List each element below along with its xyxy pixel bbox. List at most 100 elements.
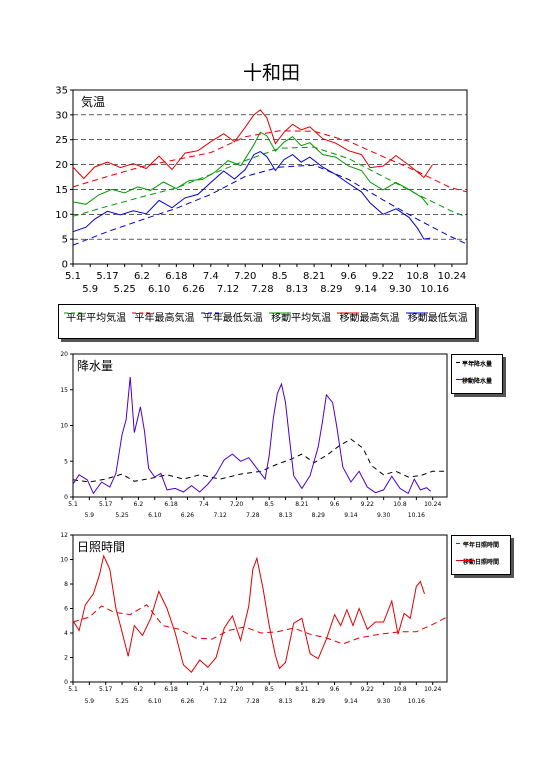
x-tick-label: 8.13 xyxy=(279,698,293,705)
plot-frame xyxy=(72,534,448,683)
x-tick-label: 8.21 xyxy=(295,686,309,693)
x-tick-label: 5.25 xyxy=(114,284,136,295)
series-line xyxy=(72,151,431,240)
x-tick-label: 9.14 xyxy=(355,284,377,295)
legend: 平年日照時間 移動日照時間 xyxy=(451,535,511,575)
x-tick-label: 9.6 xyxy=(330,501,340,508)
y-tick-label: 20 xyxy=(60,351,68,358)
series-line xyxy=(72,438,447,483)
x-tick-label: 9.30 xyxy=(377,698,391,705)
y-tick-label: 20 xyxy=(55,160,68,171)
x-tick-label: 9.30 xyxy=(377,512,391,519)
legend-item: 平年降水量 xyxy=(454,359,500,368)
x-tick-label: 5.1 xyxy=(65,271,81,282)
chart-title: 降水量 xyxy=(77,359,113,373)
x-tick-label: 9.30 xyxy=(389,284,411,295)
y-tick-label: 15 xyxy=(60,387,68,394)
x-tick-label: 7.12 xyxy=(213,698,227,705)
chart-title: 気温 xyxy=(81,94,105,109)
x-tick-label: 10.8 xyxy=(406,271,428,282)
x-tick-label: 10.16 xyxy=(408,698,425,705)
x-tick-label: 10.16 xyxy=(420,284,449,295)
series-line xyxy=(72,164,468,246)
x-tick-label: 5.17 xyxy=(99,686,113,693)
x-tick-label: 8.13 xyxy=(286,284,308,295)
y-tick-label: 2 xyxy=(64,655,68,662)
y-tick-label: 0 xyxy=(62,260,68,271)
chart-1: 0 5 10 15 20 25 30 35 5.1 5.17 6.2 6.18 7.4 7.20 8.5 8.… xyxy=(55,86,468,295)
plot-frame xyxy=(72,89,468,265)
x-tick-label: 7.4 xyxy=(199,501,209,508)
x-tick-label: 7.4 xyxy=(203,271,219,282)
y-tick-label: 30 xyxy=(55,110,68,121)
legend-label: 平年最低気温 xyxy=(202,313,263,324)
y-tick-label: 8 xyxy=(64,581,68,588)
x-tick-label: 7.28 xyxy=(246,512,260,519)
x-tick-label: 10.16 xyxy=(408,512,425,519)
x-tick-label: 6.10 xyxy=(148,284,170,295)
legend-swatch xyxy=(456,543,474,544)
x-tick-label: 5.1 xyxy=(68,686,78,693)
x-tick-label: 9.6 xyxy=(341,271,357,282)
x-tick-label: 6.10 xyxy=(148,512,162,519)
legend-item: 平年日照時間 xyxy=(454,540,508,549)
y-tick-label: 0 xyxy=(64,494,68,501)
chart-3: 0 2 4 6 8 10 12 5.1 5.17 6.2 6.18 7.4 7.20 8.5 8.21 9.6… xyxy=(60,532,448,705)
x-tick-label: 8.29 xyxy=(312,512,326,519)
x-tick-label: 5.17 xyxy=(96,271,118,282)
x-tick-label: 8.5 xyxy=(264,501,274,508)
x-tick-label: 9.22 xyxy=(372,271,394,282)
x-tick-label: 8.5 xyxy=(272,271,288,282)
legend-label: 移動降水量 xyxy=(461,378,492,385)
legend-label: 平年平均気温 xyxy=(66,313,127,324)
legend-label: 移動最高気温 xyxy=(339,313,400,324)
legend-swatch xyxy=(337,312,360,314)
y-tick-label: 5 xyxy=(64,458,68,465)
legend-swatch xyxy=(405,312,428,314)
x-tick-label: 6.26 xyxy=(182,284,204,295)
x-tick-label: 10.8 xyxy=(393,686,407,693)
x-tick-label: 6.2 xyxy=(134,501,144,508)
x-tick-label: 7.12 xyxy=(217,284,239,295)
x-tick-label: 10.24 xyxy=(424,686,441,693)
legend: 平年平均気温 平年最高気温 平年最低気温 移動平均気温 移動最高気温 移動最低気温 xyxy=(58,304,476,339)
x-tick-label: 7.20 xyxy=(230,686,244,693)
x-tick-label: 8.29 xyxy=(320,284,342,295)
x-tick-label: 5.17 xyxy=(99,501,113,508)
x-tick-label: 8.5 xyxy=(264,686,274,693)
x-tick-label: 8.21 xyxy=(295,501,309,508)
legend: 平年降水量移動降水量 xyxy=(451,354,503,394)
legend-item: 移動日照時間 xyxy=(454,557,508,566)
y-tick-label: 10 xyxy=(60,557,68,564)
y-tick-label: 4 xyxy=(64,630,68,637)
legend-item: 移動降水量 xyxy=(454,376,500,385)
x-tick-label: 6.18 xyxy=(164,501,178,508)
legend-swatch xyxy=(64,312,86,314)
x-tick-label: 8.13 xyxy=(279,512,293,519)
x-tick-label: 10.24 xyxy=(424,501,441,508)
x-tick-label: 8.29 xyxy=(312,698,326,705)
x-tick-label: 5.25 xyxy=(115,698,129,705)
x-tick-label: 6.2 xyxy=(134,686,144,693)
series-line xyxy=(72,109,434,180)
series-line xyxy=(72,604,448,645)
x-tick-label: 9.6 xyxy=(330,686,340,693)
legend-item: 平年最低気温 xyxy=(199,309,267,324)
y-tick-label: 10 xyxy=(60,423,68,430)
x-tick-label: 6.18 xyxy=(164,686,178,693)
legend-swatch xyxy=(132,312,155,314)
page-title: 十和田 xyxy=(242,62,300,84)
y-tick-label: 6 xyxy=(64,606,68,613)
legend-label: 移動最低気温 xyxy=(407,313,468,324)
x-tick-label: 7.28 xyxy=(251,284,273,295)
x-tick-label: 7.28 xyxy=(246,698,260,705)
x-tick-label: 10.8 xyxy=(393,501,407,508)
legend-label: 平年降水量 xyxy=(461,361,492,368)
x-tick-label: 6.18 xyxy=(165,271,187,282)
legend-swatch xyxy=(456,379,474,380)
y-tick-label: 15 xyxy=(55,185,68,196)
y-tick-label: 12 xyxy=(60,532,68,539)
x-tick-label: 6.2 xyxy=(134,271,150,282)
legend-label: 移動平均気温 xyxy=(271,313,332,324)
